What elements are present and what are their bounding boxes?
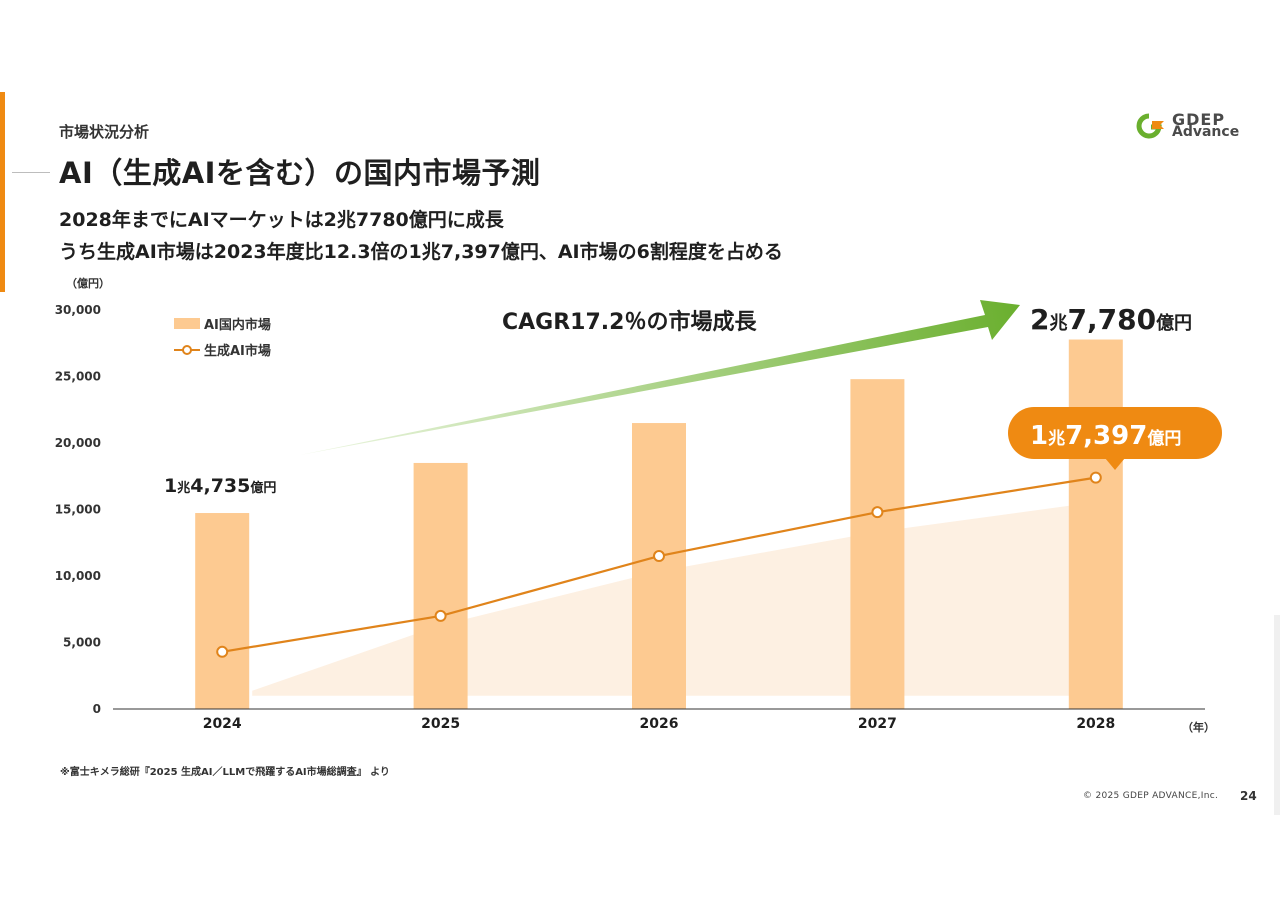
gen-ai-point-2028 xyxy=(1089,471,1102,484)
bars-layer xyxy=(195,339,1123,709)
y-tick-label: 20,000 xyxy=(55,436,101,450)
subtitle-line-2: うち生成AI市場は2023年度比12.3倍の1兆7,397億円、AI市場の6割程… xyxy=(59,241,783,263)
bar-ai-market-2025 xyxy=(413,462,468,709)
copyright: © 2025 GDEP ADVANCE,Inc. xyxy=(1083,791,1219,801)
x-axis-unit: （年） xyxy=(1182,720,1215,734)
page-number: 24 xyxy=(1240,789,1257,803)
y-tick-label: 0 xyxy=(93,702,101,716)
y-tick-label: 25,000 xyxy=(55,370,101,384)
end-value-annotation: 2兆7,780億円 xyxy=(1030,303,1192,336)
x-tick-label: 2027 xyxy=(858,716,897,732)
accent-bar xyxy=(0,92,5,292)
legend-label-ai-market: AI国内市場 xyxy=(204,317,271,333)
callout-pointer xyxy=(1105,458,1125,470)
scroll-strip xyxy=(1274,615,1280,815)
y-tick-label: 10,000 xyxy=(55,569,101,583)
x-tick-label: 2026 xyxy=(640,716,679,732)
axis-layer: 0 5,000 10,000 15,000 20,000 25,000 30,000 2024… xyxy=(55,303,1205,732)
logo-text-advance: Advance xyxy=(1172,124,1240,140)
legend-marker-gen-ai xyxy=(182,345,192,355)
page-title: AI（生成AIを含む）の国内市場予測 xyxy=(59,156,541,190)
gen-ai-point-2027 xyxy=(871,506,884,519)
gen-ai-point-2024 xyxy=(216,645,229,658)
y-axis-unit: （億円） xyxy=(66,276,110,290)
bar-ai-market-2027 xyxy=(850,379,905,709)
x-tick-label: 2028 xyxy=(1076,716,1115,732)
legend-label-gen-ai: 生成AI市場 xyxy=(204,343,271,359)
line-layer xyxy=(216,471,1102,658)
y-tick-label: 30,000 xyxy=(55,303,101,317)
x-tick-label: 2024 xyxy=(203,716,242,732)
start-value-annotation: 1兆4,735億円 xyxy=(164,475,276,497)
source-footnote: ※富士キメラ総研『2025 生成AI／LLMで飛躍するAI市場総調査』 より xyxy=(60,767,390,778)
gdep-logo-icon xyxy=(1136,113,1164,139)
y-tick-label: 15,000 xyxy=(55,503,101,517)
gen-ai-point-2025 xyxy=(434,609,447,622)
x-tick-label: 2025 xyxy=(421,716,460,732)
bar-ai-market-2026 xyxy=(632,423,686,709)
section-label: 市場状況分析 xyxy=(59,123,150,141)
legend-swatch-ai-market xyxy=(174,318,200,329)
gen-ai-point-2026 xyxy=(653,550,665,563)
title-rule xyxy=(12,172,50,173)
logo-text-gdep: GDEP xyxy=(1172,110,1226,129)
subtitle-line-1: 2028年までにAIマーケットは2兆7780億円に成長 xyxy=(59,209,504,231)
y-tick-label: 5,000 xyxy=(63,636,101,650)
gen-ai-callout: 1兆7,397億円 xyxy=(1008,407,1222,470)
callout-value: 1兆7,397億円 xyxy=(1030,421,1181,451)
cagr-annotation: CAGR17.2％の市場成長 xyxy=(502,309,757,335)
bar-ai-market-2028 xyxy=(1068,339,1123,709)
bar-ai-market-2024 xyxy=(195,513,250,709)
callout-bubble xyxy=(1008,407,1222,459)
